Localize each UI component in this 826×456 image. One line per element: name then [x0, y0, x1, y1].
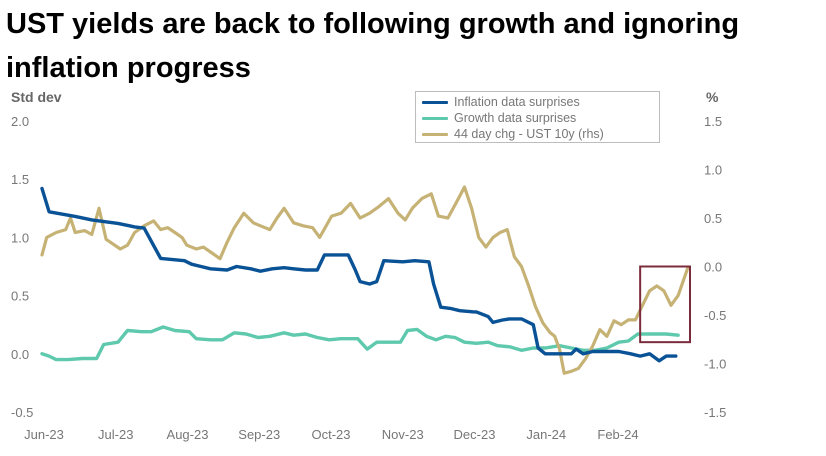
x-tick-label: Sep-23	[238, 427, 280, 442]
left-axis-title: Std dev	[11, 89, 62, 105]
right-axis-ticks: 1.5 1.0 0.5 0.0 -0.5 -1.0 -1.5	[704, 114, 726, 420]
left-tick-label: 2.0	[11, 114, 29, 129]
legend-swatch-growth	[422, 116, 448, 120]
right-tick-label: 1.0	[704, 163, 722, 178]
right-tick-label: -0.5	[704, 308, 726, 323]
legend-label: Inflation data surprises	[454, 95, 580, 109]
left-tick-label: 0.0	[11, 347, 29, 362]
left-axis-ticks: 2.0 1.5 1.0 0.5 0.0 -0.5	[11, 114, 33, 420]
left-tick-label: 0.5	[11, 289, 29, 304]
legend-item-growth: Growth data surprises	[422, 110, 659, 126]
left-tick-label: -0.5	[11, 405, 33, 420]
legend-label: 44 day chg - UST 10y (rhs)	[454, 127, 604, 141]
left-tick-label: 1.5	[11, 172, 29, 187]
legend-label: Growth data surprises	[454, 111, 577, 125]
x-tick-label: Jun-23	[24, 427, 64, 442]
right-tick-label: -1.0	[704, 357, 726, 372]
right-tick-label: 0.5	[704, 211, 722, 226]
legend-swatch-ust	[422, 132, 448, 136]
highlight-box	[639, 265, 692, 344]
legend: Inflation data surprises Growth data sur…	[415, 91, 660, 143]
series-line-2	[40, 185, 690, 375]
left-tick-label: 1.0	[11, 230, 29, 245]
right-tick-label: 1.5	[704, 114, 722, 129]
series-line-0	[40, 186, 678, 363]
chart-title: UST yields are back to following growth …	[6, 8, 740, 84]
x-tick-label: Aug-23	[167, 427, 209, 442]
right-tick-label: -1.5	[704, 405, 726, 420]
x-tick-label: Feb-24	[597, 427, 638, 442]
x-axis-ticks: Jun-23 Jul-23 Aug-23 Sep-23 Oct-23 Nov-23 Dec-…	[24, 427, 638, 442]
legend-item-ust: 44 day chg - UST 10y (rhs)	[422, 126, 659, 142]
x-tick-label: Nov-23	[382, 427, 424, 442]
x-tick-label: Jan-24	[526, 427, 566, 442]
legend-swatch-inflation	[422, 100, 448, 104]
right-tick-label: 0.0	[704, 260, 722, 275]
legend-item-inflation: Inflation data surprises	[422, 94, 659, 110]
right-axis-title: %	[706, 89, 719, 105]
x-tick-label: Oct-23	[311, 427, 350, 442]
x-tick-label: Jul-23	[98, 427, 133, 442]
series-layer	[40, 185, 690, 375]
series-line-1	[40, 325, 680, 362]
x-tick-label: Dec-23	[454, 427, 496, 442]
